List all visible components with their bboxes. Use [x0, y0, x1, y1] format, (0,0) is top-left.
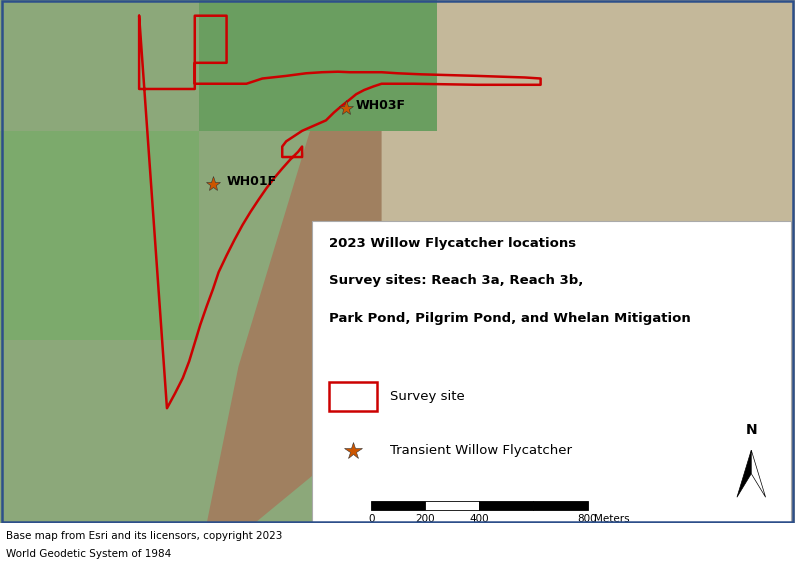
Text: N: N: [746, 423, 757, 437]
Polygon shape: [199, 0, 437, 131]
Text: World Geodetic System of 1984: World Geodetic System of 1984: [6, 549, 172, 559]
Text: Survey sites: Reach 3a, Reach 3b,: Survey sites: Reach 3a, Reach 3b,: [329, 275, 584, 288]
Polygon shape: [374, 0, 795, 523]
Bar: [479, 501, 533, 510]
Text: Transient Willow Flycatcher: Transient Willow Flycatcher: [390, 444, 572, 457]
Text: Meters: Meters: [594, 514, 630, 525]
Text: WH01F: WH01F: [227, 175, 277, 188]
Text: 800: 800: [578, 514, 597, 525]
Text: Survey site: Survey site: [390, 390, 464, 403]
Bar: [533, 501, 588, 510]
Text: 2023 Willow Flycatcher locations: 2023 Willow Flycatcher locations: [329, 237, 576, 250]
Bar: [312, 221, 791, 523]
Text: WH03F: WH03F: [355, 99, 405, 112]
Polygon shape: [737, 450, 751, 497]
Polygon shape: [751, 450, 766, 497]
Bar: [425, 501, 479, 510]
Bar: [329, 382, 377, 411]
Text: Base map from Esri and its licensors, copyright 2023: Base map from Esri and its licensors, co…: [6, 531, 283, 541]
Text: Park Pond, Pilgrim Pond, and Whelan Mitigation: Park Pond, Pilgrim Pond, and Whelan Miti…: [329, 312, 691, 325]
Bar: [371, 501, 425, 510]
Text: 400: 400: [470, 514, 489, 525]
Polygon shape: [207, 0, 382, 523]
Text: 200: 200: [416, 514, 435, 525]
Polygon shape: [0, 131, 199, 340]
Text: 0: 0: [368, 514, 374, 525]
